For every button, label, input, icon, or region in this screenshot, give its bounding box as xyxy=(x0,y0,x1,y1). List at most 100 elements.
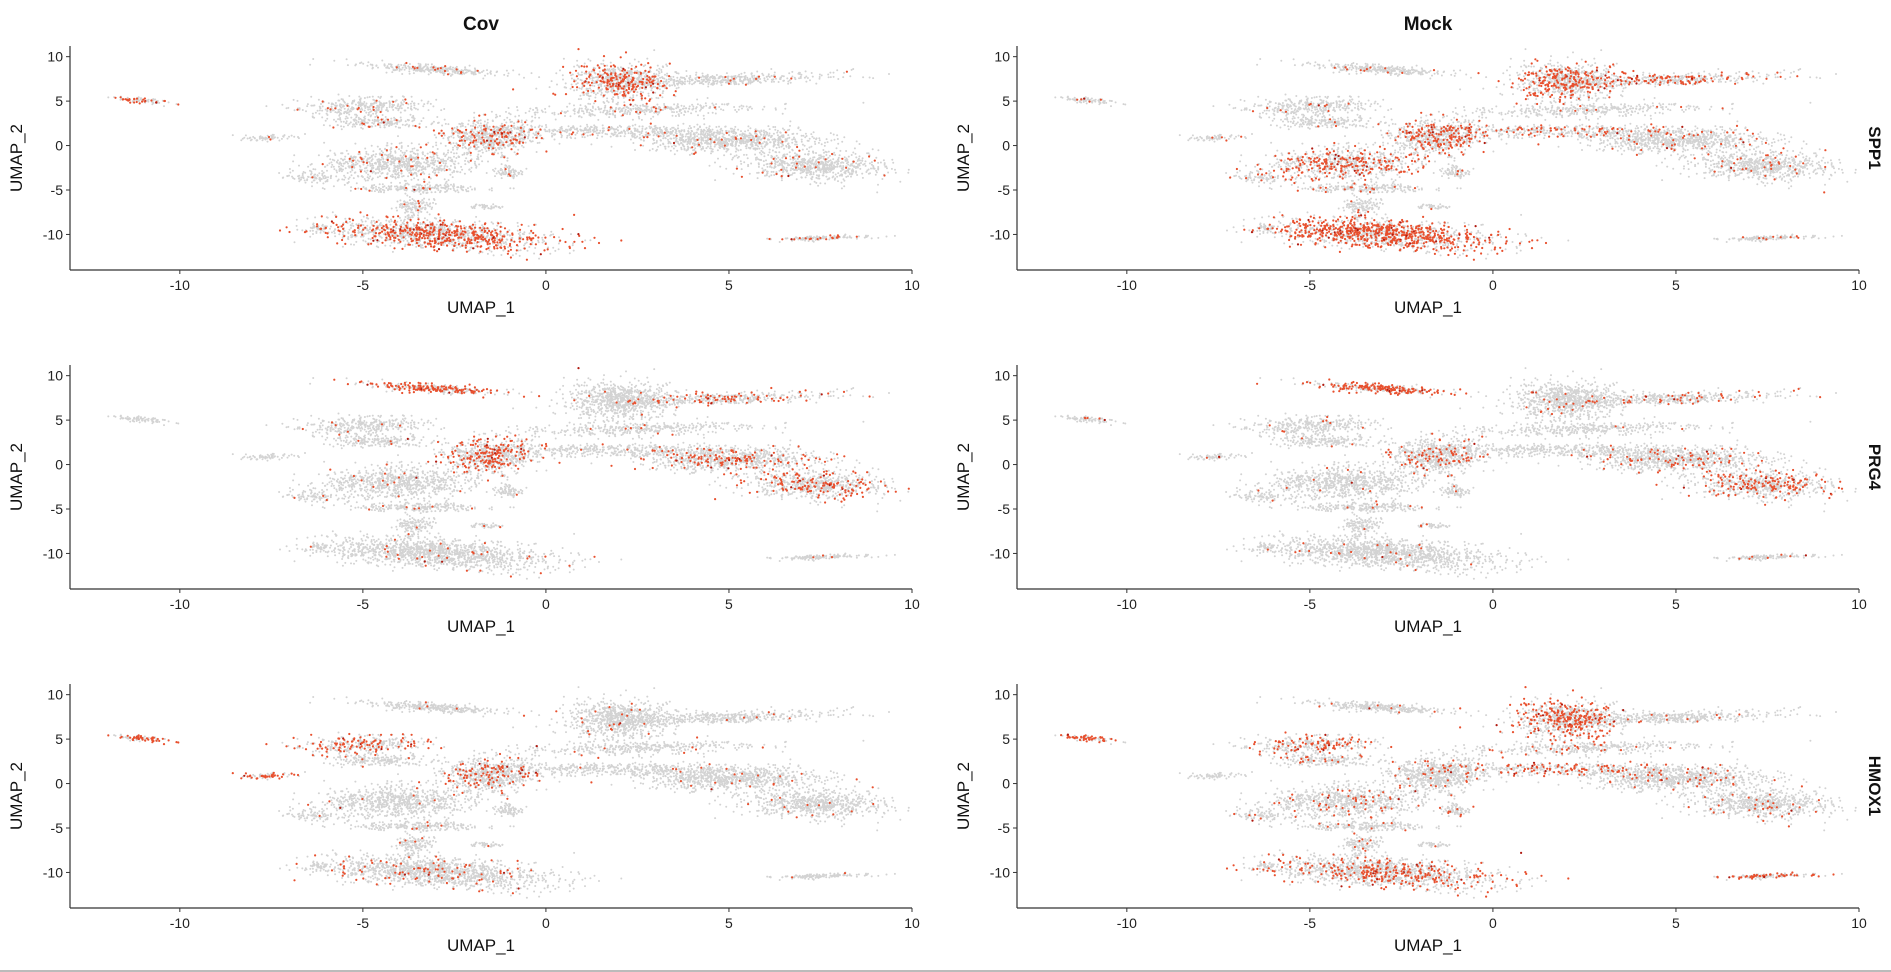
cell-point xyxy=(687,138,690,141)
cell-point xyxy=(811,75,814,78)
cell-point xyxy=(685,138,688,141)
cell-point xyxy=(635,94,638,97)
cell-point xyxy=(394,176,397,179)
cell-point xyxy=(694,143,696,146)
cell-point xyxy=(811,175,814,178)
cell-point xyxy=(432,161,435,164)
cell-point xyxy=(585,106,588,109)
cell-point xyxy=(624,110,627,113)
cell-point xyxy=(776,134,779,137)
cell-point xyxy=(833,138,836,141)
cell-point xyxy=(603,109,606,112)
cell-point xyxy=(465,131,468,134)
cell-point xyxy=(456,72,459,75)
cell-point xyxy=(771,155,774,158)
cell-point xyxy=(676,103,679,106)
cell-point xyxy=(447,139,450,142)
cell-point xyxy=(763,164,765,167)
cell-point xyxy=(363,170,366,173)
cell-point xyxy=(363,104,366,107)
cell-point xyxy=(737,83,740,86)
cell-point xyxy=(306,103,309,106)
cell-point xyxy=(475,143,478,146)
cell-point xyxy=(462,71,465,74)
cell-point xyxy=(494,116,497,119)
cell-point xyxy=(734,125,737,128)
cell-point xyxy=(634,127,637,130)
cell-point xyxy=(373,120,376,123)
cell-point xyxy=(789,124,791,127)
cell-point xyxy=(703,134,706,136)
cell-point xyxy=(645,110,648,113)
cell-point xyxy=(822,155,824,158)
cell-point xyxy=(363,109,366,112)
cell-point xyxy=(527,135,530,138)
cell-point xyxy=(573,65,576,68)
cell-point xyxy=(417,102,420,105)
cell-point xyxy=(814,143,817,145)
cell-point xyxy=(342,120,345,123)
cell-point xyxy=(410,108,413,111)
cell-point xyxy=(167,101,170,104)
cell-point xyxy=(777,160,780,163)
cell-point xyxy=(715,108,717,111)
cell-point xyxy=(749,82,752,85)
cell-point xyxy=(566,110,569,113)
cell-point xyxy=(664,73,666,76)
cell-point xyxy=(758,158,761,161)
cell-point xyxy=(443,66,445,69)
cell-point xyxy=(412,124,414,127)
cell-point xyxy=(767,73,770,76)
cell-point xyxy=(767,138,769,141)
cell-point xyxy=(503,118,506,121)
cell-point xyxy=(363,97,366,99)
cell-point xyxy=(426,67,429,69)
cell-point xyxy=(336,124,339,127)
cell-point xyxy=(804,153,807,156)
cell-point xyxy=(756,138,759,141)
cell-point xyxy=(631,124,634,127)
cell-point xyxy=(370,159,373,162)
cell-point xyxy=(443,134,446,137)
cell-point xyxy=(595,132,598,135)
cell-point xyxy=(713,131,716,134)
cell-point xyxy=(472,122,475,125)
cell-point xyxy=(730,135,733,138)
cell-point xyxy=(321,105,324,108)
cell-point xyxy=(810,162,813,165)
cell-point xyxy=(762,160,765,163)
cell-point xyxy=(725,167,728,170)
cell-point xyxy=(359,108,362,111)
cell-point xyxy=(837,78,840,80)
cell-point xyxy=(590,143,593,146)
cell-point xyxy=(400,118,403,121)
cell-point xyxy=(590,89,593,92)
cell-point xyxy=(656,131,659,134)
cell-point xyxy=(451,171,454,174)
cell-point xyxy=(726,75,729,78)
cell-point xyxy=(566,105,569,108)
cell-point xyxy=(378,168,381,170)
cell-point xyxy=(513,124,515,127)
cell-point xyxy=(505,110,507,113)
cell-point xyxy=(413,147,416,150)
cell-point xyxy=(566,134,569,137)
cell-point xyxy=(718,106,721,108)
cell-point xyxy=(677,106,680,109)
cell-point xyxy=(859,159,861,162)
cell-point xyxy=(380,156,383,159)
cell-point xyxy=(774,140,777,143)
cell-point xyxy=(655,129,658,131)
cell-point xyxy=(827,73,830,76)
cell-point xyxy=(737,128,740,131)
cell-point xyxy=(444,122,447,125)
cell-point xyxy=(766,133,768,136)
cell-point xyxy=(175,103,178,106)
cell-point xyxy=(629,132,632,135)
cell-point xyxy=(410,178,413,181)
cell-point xyxy=(675,139,678,141)
cell-point xyxy=(386,161,389,164)
cell-point xyxy=(394,125,397,128)
cell-point xyxy=(734,143,737,146)
cell-point xyxy=(432,105,435,108)
